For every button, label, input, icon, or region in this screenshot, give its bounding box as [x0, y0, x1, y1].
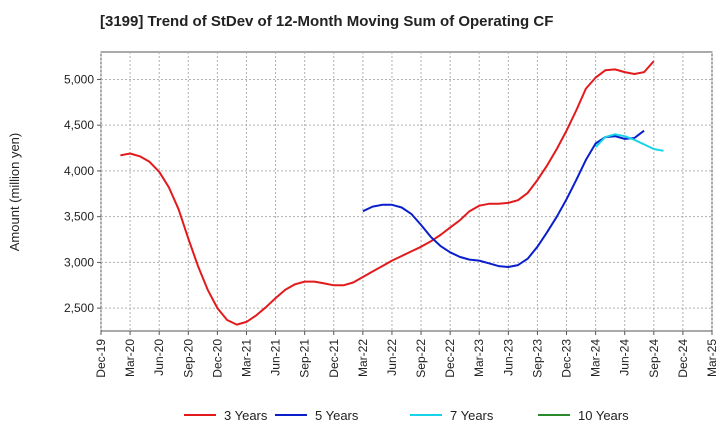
series-line-3-years: [120, 60, 655, 326]
legend-label: 10 Years: [578, 408, 629, 423]
y-tick-label: 3,500: [64, 210, 94, 224]
legend: 3 Years 5 Years 7 Years 10 Years: [184, 408, 629, 423]
series-line-7-years: [594, 133, 664, 152]
x-tick-label: Jun-21: [269, 339, 283, 376]
x-tick-label: Sep-22: [414, 339, 428, 378]
x-tick-label: Dec-20: [210, 339, 224, 378]
legend-label: 5 Years: [315, 408, 359, 423]
x-tick-label: Mar-22: [356, 339, 370, 377]
x-tick-label: Jun-22: [385, 339, 399, 376]
y-tick-label: 5,000: [64, 72, 94, 86]
legend-label: 3 Years: [224, 408, 268, 423]
y-axis: 2,500 3,000 3,500 4,000 4,500 5,000: [64, 72, 101, 315]
x-tick-label: Sep-24: [647, 339, 661, 378]
x-axis: Dec-19 Mar-20 Jun-20 Sep-20 Dec-20 Mar-21 Jun-…: [94, 331, 719, 378]
chart-title: [3199] Trend of StDev of 12-Month Moving…: [100, 13, 553, 30]
grid: [100, 52, 713, 331]
x-tick-label: Sep-21: [298, 339, 312, 378]
x-tick-label: Mar-20: [123, 339, 137, 377]
x-tick-label: Dec-24: [676, 339, 690, 378]
x-tick-label: Mar-21: [239, 339, 253, 377]
x-tick-label: Dec-19: [94, 339, 108, 378]
y-axis-label: Amount (million yen): [7, 133, 22, 252]
x-tick-label: Sep-20: [181, 339, 195, 378]
x-tick-label: Jun-24: [618, 339, 632, 376]
x-tick-label: Jun-20: [152, 339, 166, 376]
x-tick-label: Dec-23: [560, 339, 574, 378]
x-tick-label: Dec-21: [327, 339, 341, 378]
y-tick-label: 2,500: [64, 301, 94, 315]
series-line-5-years: [362, 129, 645, 268]
plot-area: [100, 51, 713, 332]
x-tick-label: Mar-23: [472, 339, 486, 377]
x-tick-label: Mar-25: [705, 339, 719, 377]
x-tick-label: Dec-22: [443, 339, 457, 378]
x-tick-label: Sep-23: [530, 339, 544, 378]
series-layer: [120, 60, 664, 326]
y-tick-label: 4,000: [64, 164, 94, 178]
y-tick-label: 3,000: [64, 255, 94, 269]
legend-label: 7 Years: [450, 408, 494, 423]
x-tick-label: Mar-24: [589, 339, 603, 377]
y-tick-label: 4,500: [64, 118, 94, 132]
x-tick-label: Jun-23: [501, 339, 515, 376]
